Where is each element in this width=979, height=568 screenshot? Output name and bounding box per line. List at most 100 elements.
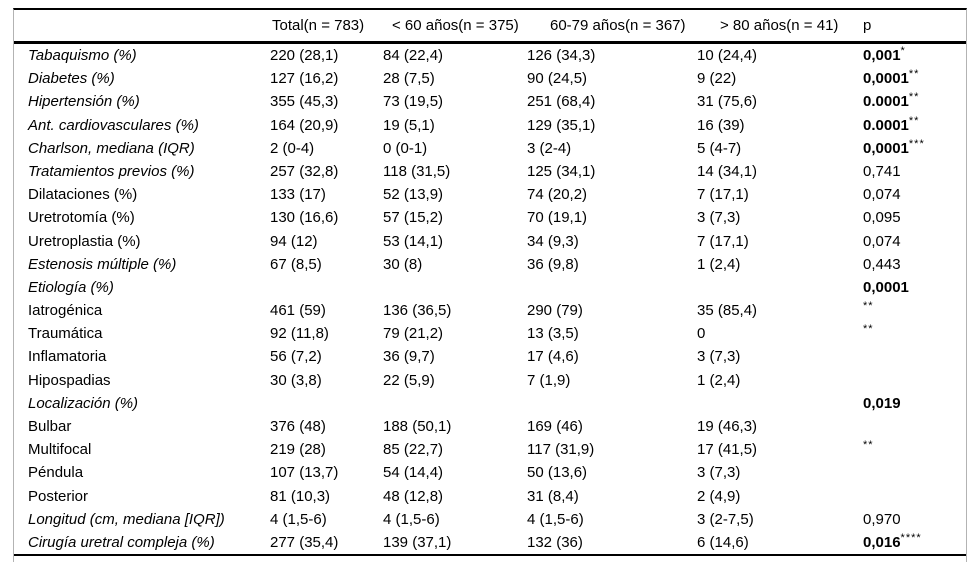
significance-asterisks: **: [908, 68, 920, 81]
column-header-age-60-79: 60-79 años(n = 367): [550, 17, 686, 34]
value-cell: 2 (0-4): [270, 139, 315, 157]
value-cell: 127 (16,2): [270, 70, 339, 88]
p-value: 0.0001: [863, 116, 909, 134]
value-cell: 3 (7,3): [697, 464, 741, 482]
value-cell: 7 (1,9): [527, 371, 571, 389]
value-cell: 136 (36,5): [383, 302, 452, 320]
value-cell: 277 (35,4): [270, 533, 339, 551]
table-body: Tabaquismo (%) 220 (28,1) 84 (22,4) 126 (34…: [14, 44, 966, 557]
row-label-cell: Localización (%): [28, 394, 139, 412]
value-cell: 0: [697, 325, 706, 343]
value-cell: 28 (7,5): [383, 70, 435, 88]
value-cell: 126 (34,3): [527, 47, 596, 64]
p-value-cell: 0,0001***: [863, 137, 966, 160]
p-value: 0,019: [863, 394, 901, 412]
value-cell: 56 (7,2): [270, 348, 322, 366]
value-cell: 220 (28,1): [270, 47, 339, 64]
row-label-cell: Tabaquismo (%): [28, 47, 137, 64]
table-row: Tabaquismo (%) 220 (28,1) 84 (22,4) 126 (34…: [14, 44, 966, 67]
value-cell: 1 (2,4): [697, 371, 741, 389]
row-label-cell: Estenosis múltiple (%): [28, 255, 177, 273]
p-value-cell: 0.0001**: [863, 90, 966, 113]
value-cell: 17 (4,6): [527, 348, 579, 366]
table-row: Hipertensión (%) 355 (45,3) 73 (19,5) 251 (…: [14, 90, 966, 113]
p-value: 0,0001: [863, 139, 909, 157]
significance-asterisks: **: [908, 114, 920, 127]
p-value-cell: 0,001*: [863, 44, 966, 67]
value-cell: 74 (20,2): [527, 186, 588, 204]
p-value-cell: 0,443: [863, 253, 966, 276]
significance-asterisks: ***: [908, 137, 925, 150]
table-row: Bulbar 376 (48) 188 (50,1) 169 (46) 19 (46,3…: [14, 415, 966, 438]
value-cell: 67 (8,5): [270, 255, 322, 273]
value-cell: 94 (12): [270, 232, 318, 250]
value-cell: 57 (15,2): [383, 209, 444, 227]
p-value: 0,970: [863, 510, 901, 528]
row-label-cell: Multifocal: [28, 441, 92, 459]
value-cell: 73 (19,5): [383, 93, 444, 111]
row-label-cell: Péndula: [28, 464, 84, 482]
p-value: 0.0001: [863, 93, 909, 111]
value-cell: 3 (2-7,5): [697, 510, 754, 528]
p-value-cell: 0,019: [863, 392, 966, 415]
table-row: Uretrotomía (%) 130 (16,6) 57 (15,2) 70 (19…: [14, 206, 966, 229]
table-row: Dilataciones (%) 133 (17) 52 (13,9) 74 (20,…: [14, 183, 966, 206]
column-header-age-lt60: < 60 años(n = 375): [392, 17, 519, 34]
p-value-cell: 0,016****: [863, 531, 966, 554]
row-label-cell: Tratamientos previos (%): [28, 162, 195, 180]
value-cell: 461 (59): [270, 302, 326, 320]
value-cell: 107 (13,7): [270, 464, 339, 482]
table-row: Etiología (%) 0,0001: [14, 276, 966, 299]
table-row: Traumática 92 (11,8) 79 (21,2) 13 (3,5) 0 **: [14, 322, 966, 345]
value-cell: 36 (9,7): [383, 348, 435, 366]
table-row: Localización (%) 0,019: [14, 392, 966, 415]
value-cell: 4 (1,5-6): [527, 510, 584, 528]
value-cell: 17 (41,5): [697, 441, 758, 459]
p-value-cell: **: [863, 438, 966, 461]
value-cell: 132 (36): [527, 533, 583, 551]
value-cell: 1 (2,4): [697, 255, 741, 273]
value-cell: 188 (50,1): [383, 418, 452, 435]
value-cell: 54 (14,4): [383, 464, 444, 482]
row-label-cell: Ant. cardiovasculares (%): [28, 116, 199, 134]
value-cell: 169 (46): [527, 418, 583, 435]
p-value: 0,001: [863, 47, 901, 64]
row-label-cell: Hipertensión (%): [28, 93, 140, 111]
value-cell: 79 (21,2): [383, 325, 444, 343]
value-cell: 7 (17,1): [697, 232, 749, 250]
p-value: 0,0001: [863, 70, 909, 88]
table-row: Cirugía uretral compleja (%) 277 (35,4) 13…: [14, 531, 966, 554]
row-label-cell: Etiología (%): [28, 278, 114, 296]
significance-asterisks: **: [863, 300, 874, 313]
value-cell: 22 (5,9): [383, 371, 435, 389]
column-header-total: Total(n = 783): [272, 17, 365, 34]
significance-asterisks: *: [900, 45, 906, 57]
row-label-cell: Longitud (cm, mediana [IQR]): [28, 510, 225, 528]
value-cell: 53 (14,1): [383, 232, 444, 250]
value-cell: 19 (46,3): [697, 418, 758, 435]
value-cell: 16 (39): [697, 116, 745, 134]
p-value-cell: 0,0001**: [863, 67, 966, 90]
table-header-row: Total(n = 783) < 60 años(n = 375) 60-79 …: [14, 10, 966, 44]
value-cell: 70 (19,1): [527, 209, 588, 227]
table-row: Diabetes (%) 127 (16,2) 28 (7,5) 90 (24,5) 9…: [14, 67, 966, 90]
value-cell: 290 (79): [527, 302, 583, 320]
value-cell: 10 (24,4): [697, 47, 758, 64]
p-value: 0,095: [863, 209, 901, 227]
table-row: Uretroplastia (%) 94 (12) 53 (14,1) 34 (9,3…: [14, 230, 966, 253]
value-cell: 14 (34,1): [697, 162, 758, 180]
value-cell: 3 (7,3): [697, 209, 741, 227]
value-cell: 376 (48): [270, 418, 326, 435]
table-row: Iatrogénica 461 (59) 136 (36,5) 290 (79) 35 …: [14, 299, 966, 322]
value-cell: 7 (17,1): [697, 186, 749, 204]
significance-asterisks: ****: [900, 531, 922, 544]
statistics-table: Total(n = 783) < 60 años(n = 375) 60-79 …: [13, 8, 967, 562]
row-label-cell: Diabetes (%): [28, 70, 115, 88]
table-row: Tratamientos previos (%) 257 (32,8) 118 (3…: [14, 160, 966, 183]
value-cell: 219 (28): [270, 441, 326, 459]
table-row: Péndula 107 (13,7) 54 (14,4) 50 (13,6) 3 (7,…: [14, 461, 966, 484]
row-label-cell: Inflamatoria: [28, 348, 107, 366]
value-cell: 164 (20,9): [270, 116, 339, 134]
table-row: Posterior 81 (10,3) 48 (12,8) 31 (8,4) 2 (4,…: [14, 485, 966, 508]
table-row: Charlson, mediana (IQR) 2 (0-4) 0 (0-1) 3 (…: [14, 137, 966, 160]
